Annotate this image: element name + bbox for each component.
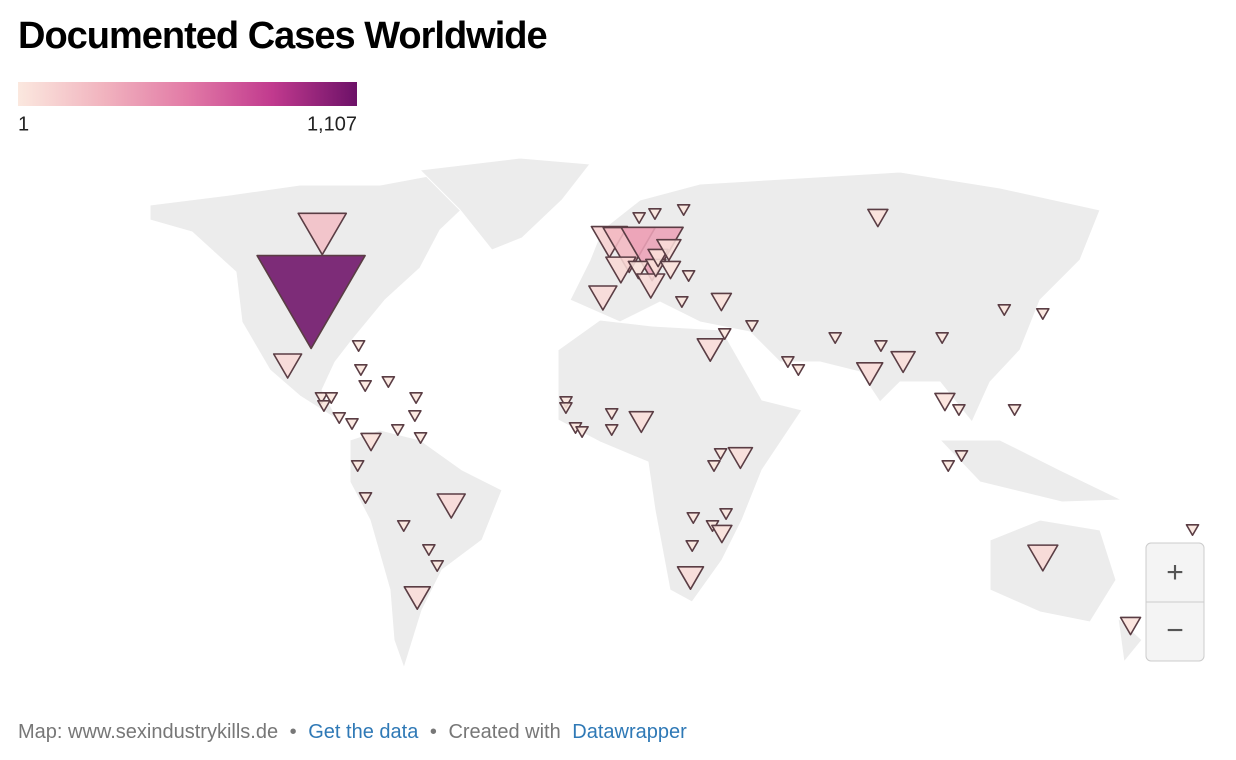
case-marker (358, 491, 373, 505)
case-marker (403, 586, 432, 610)
case-marker (1027, 544, 1059, 572)
case-marker (681, 269, 696, 283)
case-marker (360, 432, 382, 452)
land (149, 157, 1143, 670)
markers (256, 203, 1200, 636)
legend-gradient (18, 82, 357, 106)
case-marker (674, 295, 689, 309)
case-marker (855, 362, 884, 386)
case-marker (696, 338, 725, 362)
case-marker (381, 375, 396, 389)
case-marker (332, 411, 347, 425)
case-marker (1185, 523, 1200, 537)
case-marker (719, 507, 733, 521)
case-marker (604, 407, 619, 421)
case-marker (409, 391, 423, 405)
case-marker (780, 355, 795, 369)
case-marker (297, 212, 348, 256)
land-shape (989, 519, 1117, 623)
case-marker (358, 379, 373, 393)
case-marker (436, 493, 466, 519)
land-shape (938, 439, 1123, 503)
legend-label: 1 (18, 113, 29, 135)
case-marker (421, 543, 436, 557)
case-marker (628, 410, 655, 434)
case-marker (676, 203, 691, 217)
case-marker (686, 511, 701, 525)
case-marker (604, 423, 619, 437)
case-marker (345, 417, 359, 431)
case-marker (713, 447, 728, 461)
datawrapper-link[interactable]: Datawrapper (572, 721, 687, 743)
case-marker (717, 327, 732, 341)
footer: Map: www.sexindustrykills.de • Get the d… (18, 721, 687, 743)
title: Documented Cases Worldwide (18, 15, 547, 57)
case-marker (952, 403, 966, 417)
case-marker (1007, 403, 1022, 417)
case-marker (636, 273, 666, 299)
land-shape (557, 319, 803, 603)
get-data-link[interactable]: Get the data (308, 721, 419, 743)
case-marker (656, 238, 682, 262)
case-marker (314, 391, 329, 405)
case-marker (707, 459, 721, 473)
case-marker (997, 303, 1012, 317)
case-marker (867, 208, 889, 228)
case-marker (711, 524, 733, 544)
footer-separator: • (430, 721, 437, 743)
case-marker (685, 539, 700, 553)
zoom-in-button[interactable]: + (1166, 556, 1184, 589)
case-marker (727, 446, 754, 470)
footer-source: Map: www.sexindustrykills.de (18, 721, 278, 743)
case-marker (317, 399, 331, 413)
case-marker (874, 339, 888, 353)
case-marker (627, 260, 650, 280)
case-marker (632, 211, 647, 225)
case-marker (324, 391, 339, 405)
zoom-out-button[interactable]: − (1166, 614, 1184, 647)
land-shape (569, 171, 1101, 423)
case-marker (351, 339, 366, 353)
case-marker (828, 331, 843, 345)
case-marker (710, 292, 733, 312)
case-marker (934, 392, 956, 412)
case-marker (890, 350, 916, 374)
case-marker (588, 285, 618, 311)
case-marker (941, 459, 956, 473)
case-marker (676, 566, 705, 590)
case-marker (1035, 307, 1050, 321)
case-marker (272, 353, 303, 379)
case-marker (256, 254, 366, 350)
case-marker (430, 559, 445, 573)
case-marker (575, 425, 589, 439)
case-marker (954, 449, 969, 463)
case-marker (935, 331, 950, 345)
case-marker (350, 459, 365, 473)
case-marker (659, 260, 682, 280)
case-marker (353, 363, 368, 377)
legend-label: 1,107 (307, 113, 357, 135)
case-marker (413, 431, 428, 445)
case-marker (648, 207, 662, 221)
case-marker (745, 319, 759, 333)
case-marker (791, 363, 806, 377)
case-marker (559, 401, 573, 415)
footer-separator: • (290, 721, 297, 743)
case-marker (407, 409, 422, 423)
zoom-controls: + − (1145, 542, 1205, 662)
land-shape (418, 157, 591, 251)
footer-created-with: Created with (448, 721, 560, 743)
case-marker (605, 256, 637, 284)
case-marker (647, 248, 669, 268)
case-marker (390, 423, 405, 437)
case-marker (1119, 616, 1142, 636)
case-marker (396, 519, 411, 533)
